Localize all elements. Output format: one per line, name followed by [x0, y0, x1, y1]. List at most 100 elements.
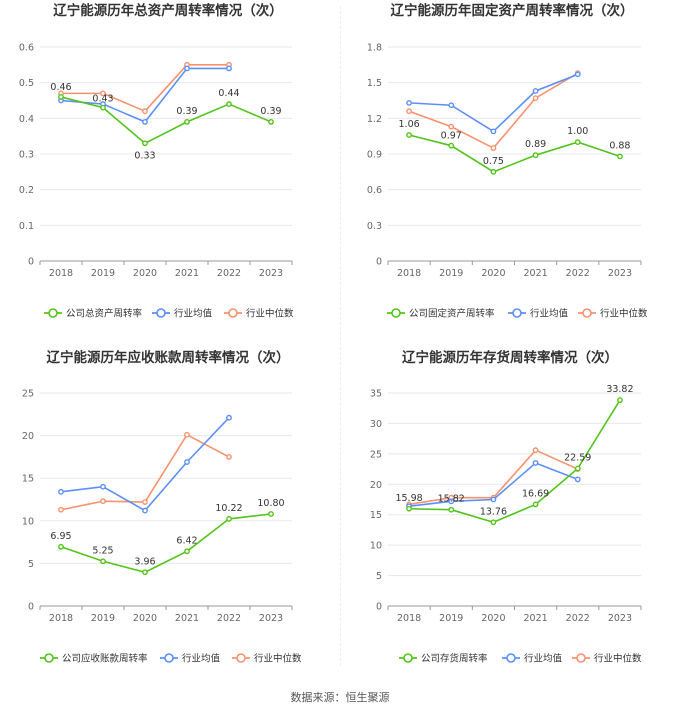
y-tick-label: 30 — [370, 419, 382, 430]
legend-marker — [48, 308, 58, 318]
data-point — [58, 506, 64, 513]
data-point — [184, 119, 190, 125]
legend-marker — [512, 308, 522, 318]
y-tick-label: 15 — [370, 510, 382, 521]
data-label: 0.39 — [176, 106, 197, 117]
chart-fixed-assets-turnover: 辽宁能源历年固定资产周转率情况（次） 0 0.3 0.6 0.9 1.2 1.5 1.8 201… — [367, 2, 648, 320]
data-point — [226, 454, 232, 460]
x-tick-label: 2018 — [397, 268, 421, 279]
x-tick-label: 2023 — [259, 268, 283, 279]
data-point — [226, 101, 232, 107]
y-tick-label: 0.3 — [19, 150, 34, 161]
y-tick-label: 0.6 — [367, 185, 382, 196]
y-tick-label: 10 — [22, 516, 34, 527]
data-point — [58, 543, 64, 550]
data-label: 5.25 — [92, 545, 113, 556]
data-point — [574, 465, 581, 472]
data-point — [532, 447, 539, 454]
data-point — [100, 90, 106, 97]
series-line — [60, 96, 272, 145]
legend-label: 行业均值 — [524, 653, 563, 665]
y-tick-label: 0.2 — [19, 185, 34, 196]
series-line — [60, 513, 272, 574]
chart-inventory-turnover: 辽宁能源历年存货周转率情况（次） 0 5 10 15 20 25 30 35 2018 2019 20… — [370, 349, 642, 665]
series-line — [60, 417, 230, 512]
data-point — [142, 108, 148, 115]
y-tick-label: 0 — [28, 602, 34, 613]
data-point — [226, 65, 232, 72]
legend-marker — [44, 653, 54, 663]
y-tick-label: 5 — [376, 571, 382, 582]
x-tick-label: 2022 — [566, 613, 590, 624]
data-point — [448, 498, 455, 505]
legend-label: 公司固定资产周转率 — [409, 308, 495, 320]
data-point — [406, 99, 412, 106]
x-tick-label: 2018 — [49, 268, 73, 279]
data-source-note: 数据来源：恒生聚源 — [290, 691, 390, 704]
data-point — [226, 516, 232, 522]
chart-panel-total-assets: 辽宁能源历年总资产周转率情况（次） 0 0.1 0.2 0.3 0.4 0.5 0.6 2018… — [0, 0, 340, 340]
legend-marker — [576, 653, 586, 663]
data-point — [617, 397, 623, 404]
data-label: 15.98 — [395, 493, 422, 504]
chart-title: 辽宁能源历年固定资产周转率情况（次） — [391, 2, 634, 19]
y-tick-label: 0.4 — [19, 114, 34, 125]
data-label: 22.59 — [564, 453, 591, 464]
chart-panel-inventory: 辽宁能源历年存货周转率情况（次） 0 5 10 15 20 25 30 35 2018 2019 20… — [340, 340, 680, 680]
legend-marker — [228, 308, 238, 318]
legend-label: 行业中位数 — [246, 308, 294, 320]
data-point — [100, 558, 106, 565]
y-tick-label: 20 — [22, 431, 34, 442]
chart-title: 辽宁能源历年应收账款周转率情况（次） — [47, 349, 290, 366]
y-tick-label: 0 — [376, 257, 382, 268]
x-tick-label: 2019 — [439, 613, 463, 624]
chart-panel-fixed-assets: 辽宁能源历年固定资产周转率情况（次） 0 0.3 0.6 0.9 1.2 1.5 1.8 201… — [340, 0, 680, 340]
chart-panel-receivables: 辽宁能源历年应收账款周转率情况（次） 0 5 10 15 20 25 2018 2019 2020… — [0, 340, 340, 680]
x-tick-label: 2020 — [133, 613, 157, 624]
x-tick-label: 2020 — [481, 268, 505, 279]
data-label: 0.44 — [218, 88, 239, 99]
data-point — [617, 153, 623, 160]
data-label: 16.69 — [522, 488, 549, 499]
x-tick-label: 2022 — [217, 268, 241, 279]
data-point — [532, 95, 539, 102]
y-tick-label: 5 — [28, 559, 34, 570]
data-point — [184, 459, 190, 465]
chart-title: 辽宁能源历年存货周转率情况（次） — [402, 349, 618, 366]
data-label: 10.22 — [215, 503, 242, 514]
data-point — [142, 140, 148, 147]
data-point — [100, 483, 106, 490]
x-tick-label: 2021 — [523, 613, 547, 624]
data-label: 1.06 — [399, 119, 420, 130]
data-point — [406, 108, 412, 115]
series-line — [61, 64, 229, 113]
data-label: 0.88 — [609, 140, 630, 151]
data-point — [532, 501, 539, 508]
data-point — [406, 505, 412, 512]
y-tick-label: 10 — [370, 541, 382, 552]
legend-label: 行业均值 — [530, 308, 569, 320]
y-tick-label: 25 — [22, 389, 34, 400]
data-point — [268, 119, 274, 125]
data-label: 0.75 — [483, 156, 504, 167]
data-point — [184, 65, 190, 72]
data-label: 1.00 — [567, 126, 588, 137]
data-label: 6.95 — [50, 531, 71, 542]
data-point — [448, 506, 455, 513]
y-tick-label: 0.6 — [19, 43, 34, 54]
data-label: 0.46 — [50, 82, 71, 93]
data-label: 0.33 — [134, 150, 155, 161]
y-tick-label: 1.8 — [367, 43, 382, 54]
data-point — [100, 498, 106, 505]
y-tick-label: 1.5 — [367, 78, 382, 89]
data-point — [58, 94, 64, 100]
data-label: 6.42 — [176, 535, 197, 546]
legend-marker — [506, 653, 516, 663]
y-tick-label: 20 — [370, 480, 382, 491]
y-tick-label: 0.3 — [367, 221, 382, 232]
data-point — [532, 152, 539, 159]
data-point — [574, 71, 581, 78]
data-point — [142, 499, 148, 505]
y-tick-label: 0.5 — [19, 78, 34, 89]
data-label: 33.82 — [606, 384, 633, 395]
